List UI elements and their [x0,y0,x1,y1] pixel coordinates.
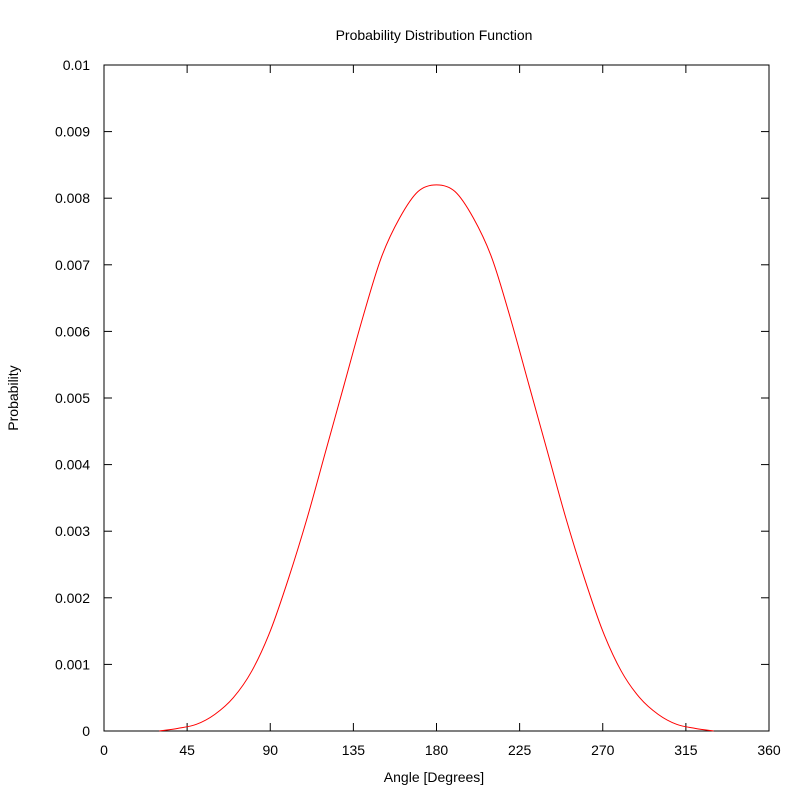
y-tick-label: 0.005 [55,390,90,406]
x-axis-label: Angle [Degrees] [384,769,484,785]
y-tick-label: 0.007 [55,257,90,273]
y-tick-label: 0.002 [55,590,90,606]
y-tick-label: 0.009 [55,124,90,140]
x-tick-label: 360 [757,742,781,758]
x-tick-label: 270 [591,742,615,758]
y-axis-ticks: 0 0.001 0.002 0.003 0.004 0.005 0.006 0.007 0.00… [55,57,769,739]
y-tick-label: 0.003 [55,523,90,539]
x-tick-label: 0 [100,742,108,758]
x-tick-label: 90 [262,742,278,758]
y-tick-label: 0.008 [55,190,90,206]
series-layer [159,184,714,732]
x-tick-label: 315 [674,742,698,758]
x-tick-label: 225 [508,742,532,758]
chart-title: Probability Distribution Function [336,27,533,43]
x-tick-label: 135 [342,742,366,758]
x-axis-ticks: 0 45 90 135 180 225 270 315 360 [100,65,781,758]
plot-frame [103,64,770,732]
series-line [159,184,714,732]
y-tick-label: 0.001 [55,656,90,672]
y-tick-label: 0.01 [63,57,90,73]
y-tick-label: 0.006 [55,323,90,339]
x-tick-label: 180 [425,742,449,758]
x-tick-label: 45 [179,742,195,758]
y-tick-label: 0 [82,723,90,739]
y-axis-label: Probability [5,365,21,430]
y-tick-label: 0.004 [55,457,90,473]
